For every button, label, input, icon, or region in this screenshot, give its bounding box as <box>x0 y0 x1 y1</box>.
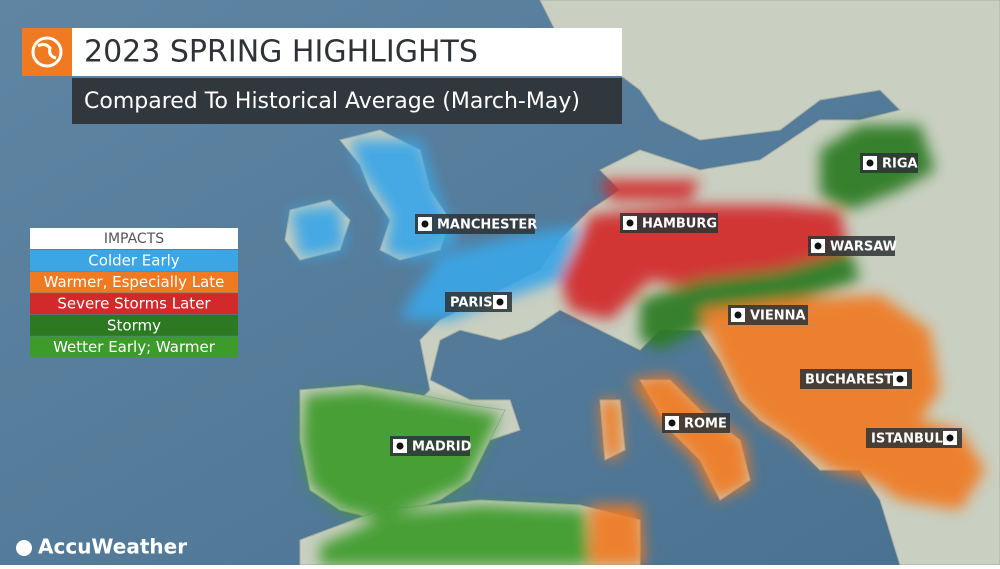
city-dot <box>734 311 742 319</box>
legend-label: Stormy <box>107 316 161 334</box>
city-box <box>728 305 808 325</box>
title-icon-box <box>22 28 72 76</box>
city-box <box>866 428 962 448</box>
city-box <box>390 436 470 456</box>
city-box <box>808 236 895 256</box>
globe-icon-line <box>37 42 57 60</box>
city-label: ISTANBUL <box>871 432 943 447</box>
legend-label: Wetter Early; Warmer <box>53 338 216 356</box>
subtitle: Compared To Historical Average (March-Ma… <box>84 89 580 114</box>
legend-swatch <box>30 250 238 271</box>
city-dot <box>496 298 504 306</box>
legend-label: Warmer, Especially Late <box>44 273 225 291</box>
legend-swatch <box>30 336 238 358</box>
city-label: PARIS <box>450 296 493 311</box>
city-box <box>800 369 912 389</box>
city-label: RIGA <box>882 157 918 172</box>
globe-icon <box>31 36 63 68</box>
city-labels: MANCHESTER PARIS HAMBURG WARSAW RIGA VIENNA BU… <box>390 153 962 456</box>
brand: AccuWeather <box>38 535 187 559</box>
brand-icon <box>16 540 32 556</box>
legend-swatch <box>30 271 238 293</box>
city-label: BUCHAREST <box>805 373 893 388</box>
city-dot <box>396 442 404 450</box>
legend-title: IMPACTS <box>104 231 164 247</box>
city-dot <box>896 375 904 383</box>
title: 2023 SPRING HIGHLIGHTS <box>84 35 478 70</box>
city-box <box>620 213 718 233</box>
legend-label: Colder Early <box>88 252 180 270</box>
city-label: MANCHESTER <box>437 218 537 233</box>
legend-title-box <box>30 228 238 249</box>
legend-swatch <box>30 314 238 336</box>
legend-label: Severe Storms Later <box>57 295 211 313</box>
city-dot <box>946 434 954 442</box>
legend: IMPACTS Colder Early Warmer, Especially L… <box>30 228 238 358</box>
city-dot <box>626 219 634 227</box>
city-label: ROME <box>684 417 727 432</box>
city-label: VIENNA <box>750 309 806 324</box>
city-label: WARSAW <box>830 240 897 255</box>
city-dot <box>866 159 874 167</box>
subtitle-bar <box>72 78 622 124</box>
city-dot <box>421 220 429 228</box>
city-dot <box>668 419 676 427</box>
city-label: MADRID <box>412 440 472 455</box>
city-dot <box>814 242 822 250</box>
city-label: HAMBURG <box>642 217 717 232</box>
city-box <box>415 214 535 234</box>
legend-swatch <box>30 293 238 315</box>
title-bar <box>72 28 622 76</box>
